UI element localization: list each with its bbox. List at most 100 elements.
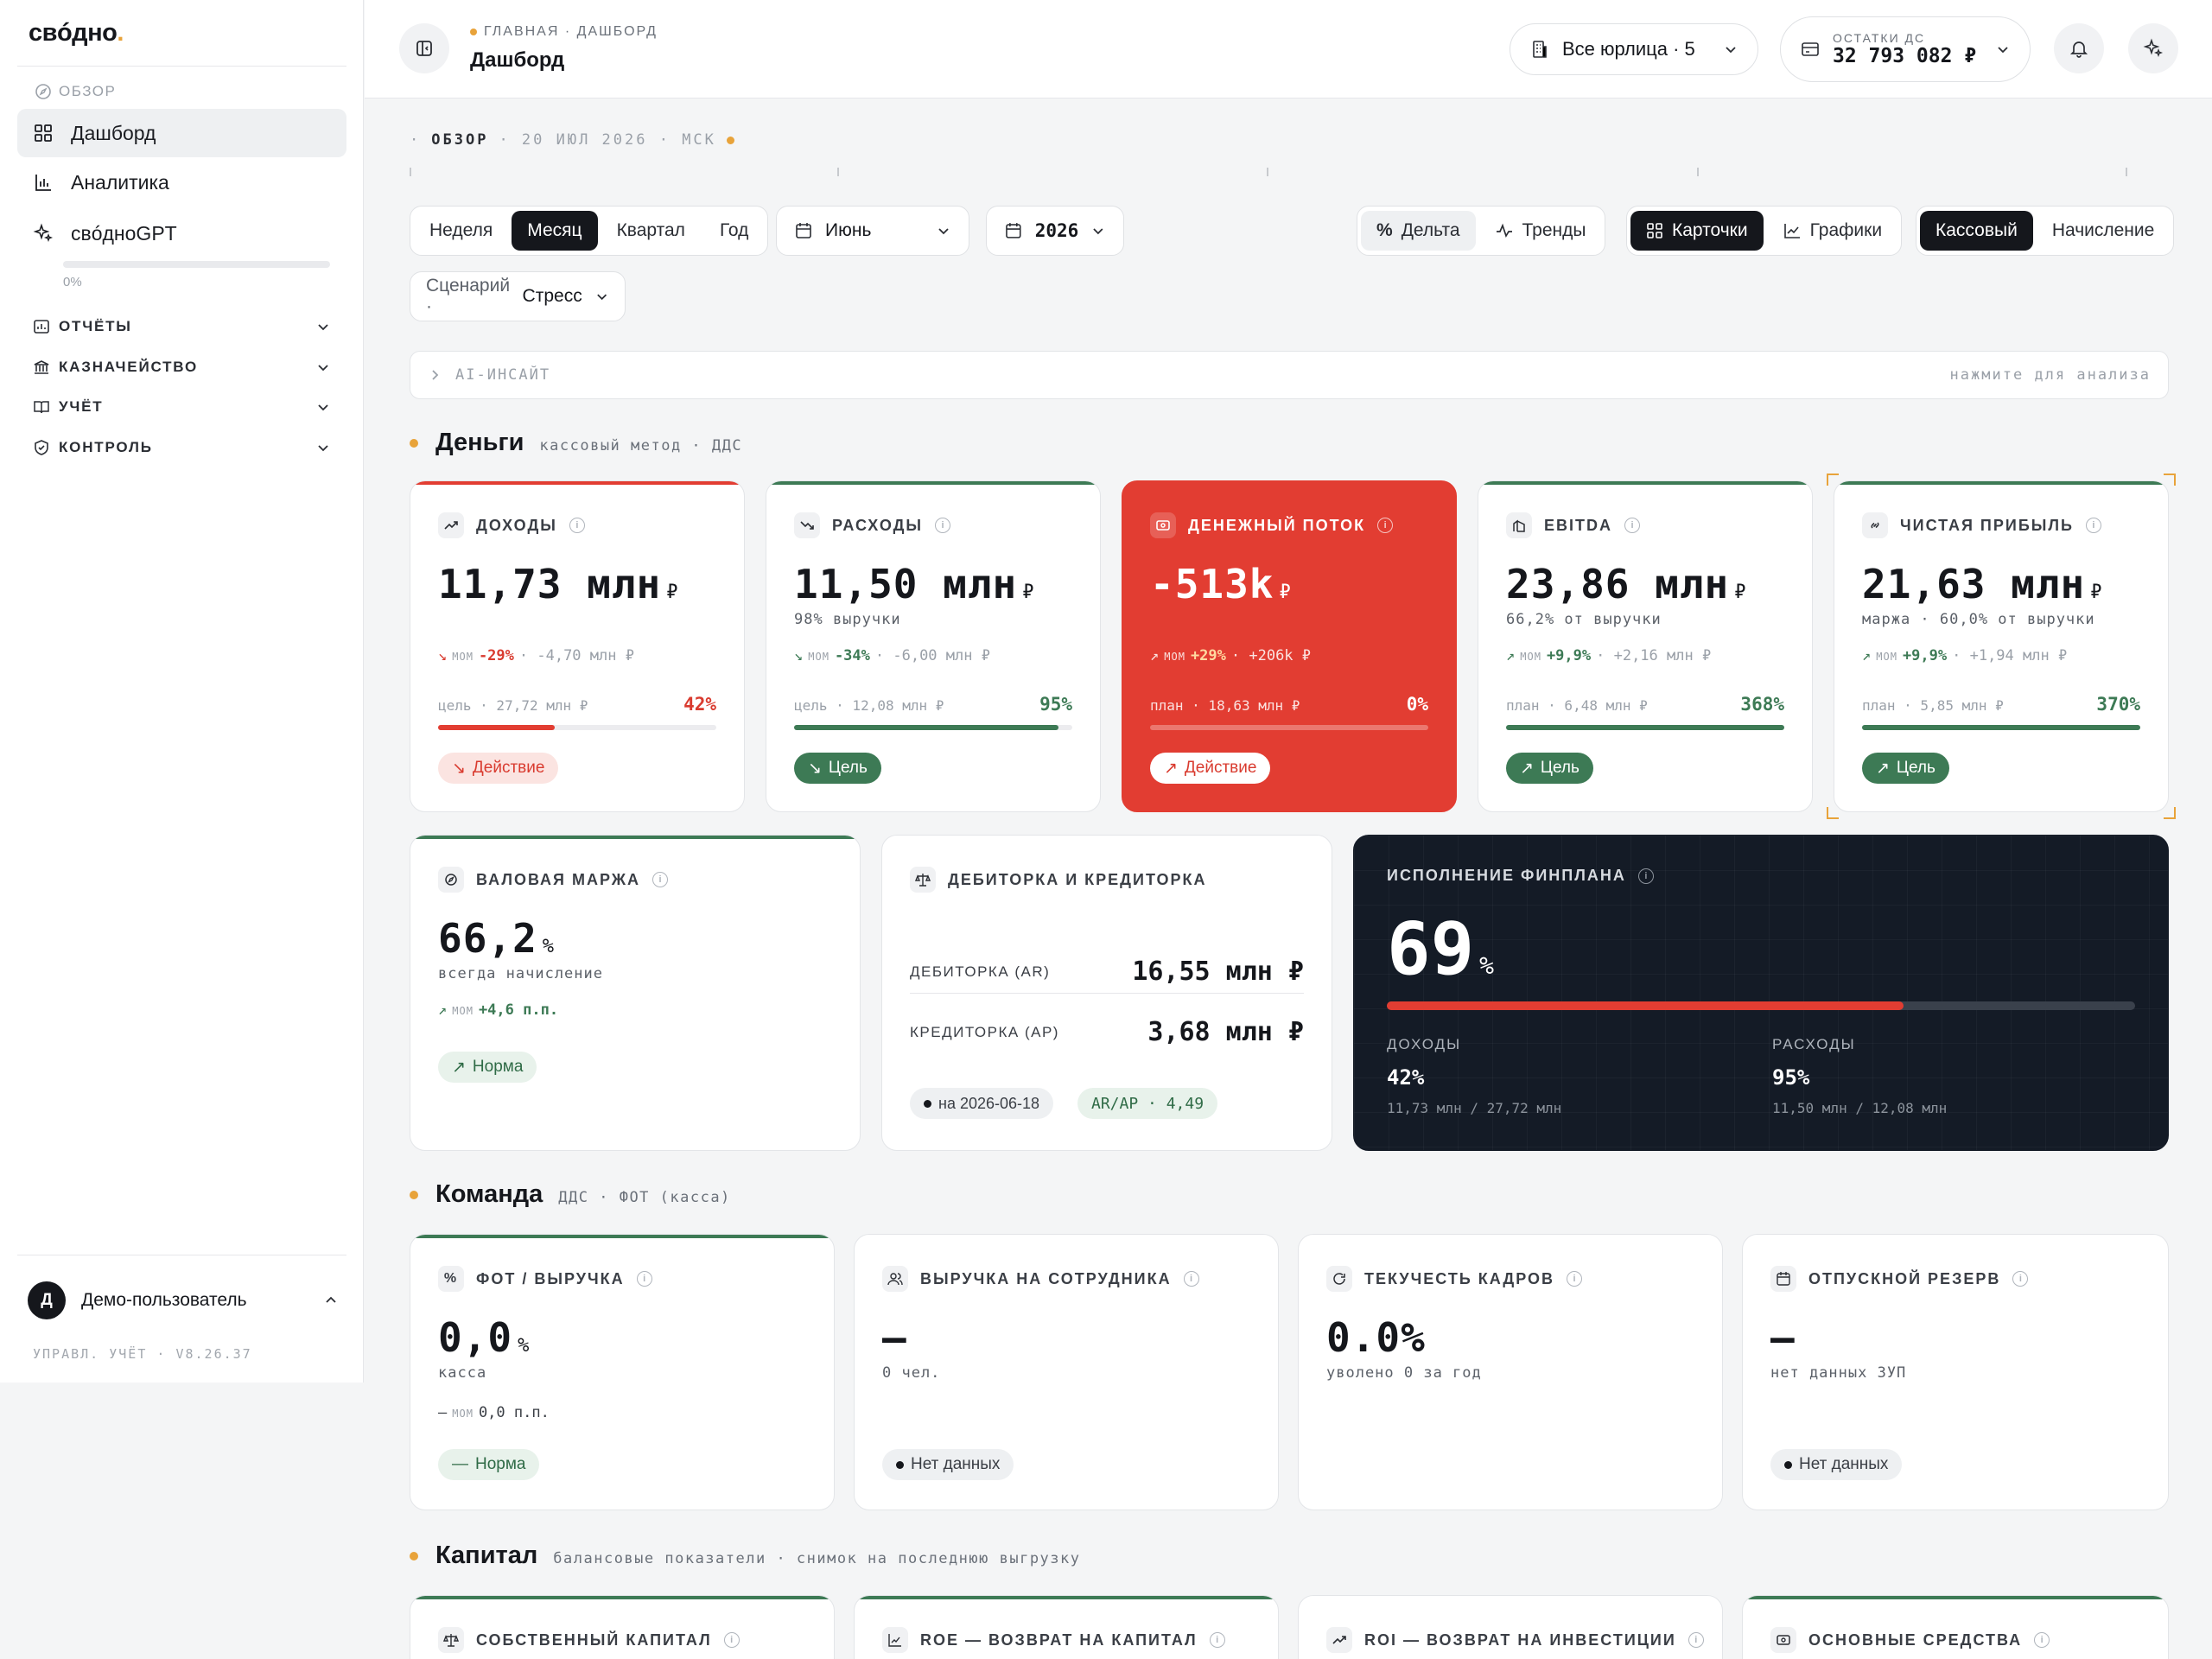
banknote-icon [1150, 512, 1176, 538]
card-accent-bar [766, 481, 1100, 485]
ap-label: КРЕДИТОРКА (AP) [910, 1023, 1059, 1040]
info-icon[interactable]: i [636, 1271, 652, 1287]
sidebar-group-accounting[interactable]: УЧЁТ [33, 392, 331, 422]
info-icon[interactable]: i [1377, 518, 1394, 533]
year-select[interactable]: 2026 [986, 206, 1124, 256]
info-icon[interactable]: i [723, 1632, 740, 1648]
reports-icon [34, 320, 49, 334]
display-mode-segmented: Карточки Графики [1626, 206, 1903, 256]
kpi-card-fixed-assets[interactable]: ОСНОВНЫЕ СРЕДСТВА i [1742, 1595, 2169, 1659]
kpi-card-vacation-reserve[interactable]: ОТПУСКНОЙ РЕЗЕРВ i — нет данных ЗУП Нет д… [1742, 1234, 2169, 1510]
action-badge[interactable]: ↘ Действие [438, 753, 559, 784]
info-icon[interactable]: i [2034, 1632, 2050, 1648]
info-icon[interactable]: i [1209, 1632, 1225, 1648]
plan-income-detail: 11,73 млн / 27,72 млн [1387, 1100, 1562, 1116]
kpi-card-ar-ap[interactable]: ДЕБИТОРКА И КРЕДИТОРКА ДЕБИТОРКА (AR) 16… [881, 835, 1332, 1151]
card-accent-bar [410, 1235, 834, 1238]
norm-badge[interactable]: ↗ Норма [438, 1052, 537, 1083]
kpi-card-equity[interactable]: СОБСТВЕННЫЙ КАПИТАЛ i [410, 1595, 835, 1659]
info-icon[interactable]: i [1567, 1271, 1583, 1287]
kpi-card-expenses[interactable]: РАСХОДЫ i 11,50 млн ₽ 98% выручки ↘ MOM -34%… [766, 480, 1101, 812]
sidebar-toggle-button[interactable] [399, 23, 449, 73]
pulse-icon [1496, 223, 1512, 238]
arrow-down-icon: ↘ [438, 647, 448, 664]
info-icon[interactable]: i [1624, 518, 1640, 533]
kpi-card-cashflow[interactable]: ДЕНЕЖНЫЙ ПОТОК i -513k ₽ ↗ MOM +29% · +206k ₽… [1122, 480, 1457, 812]
chevron-down-icon [938, 228, 949, 235]
ai-insight-bar[interactable]: AI-ИНСАЙТ нажмите для анализа [410, 351, 2169, 399]
info-icon[interactable]: i [652, 872, 669, 887]
info-icon[interactable]: i [1637, 868, 1654, 884]
period-quarter[interactable]: Квартал [616, 220, 685, 240]
goal-badge[interactable]: ↘ Цель [794, 753, 881, 784]
notifications-button[interactable] [2054, 23, 2104, 73]
scenario-select[interactable]: Сценарий · Стресс [410, 271, 626, 321]
sidebar-item-analytics[interactable]: Аналитика [17, 158, 346, 207]
card-goal: цель · 27,72 млн ₽42% [438, 694, 716, 715]
kpi-card-plan-execution[interactable]: ИСПОЛНЕНИЕ ФИНПЛАНА i 69% ДОХОДЫ 42% 11,7… [1353, 835, 2169, 1151]
logo[interactable]: свóдно. [29, 19, 124, 48]
period-month[interactable]: Месяц [512, 211, 598, 251]
timeline-ticks [410, 168, 2169, 178]
kpi-card-revenue-per-employee[interactable]: ВЫРУЧКА НА СОТРУДНИКА i — 0 чел. Нет данн… [854, 1234, 1279, 1510]
goal-badge[interactable]: ↗ Цель [1862, 753, 1949, 784]
bar-chart-icon [35, 175, 51, 191]
view-trends[interactable]: Тренды [1479, 211, 1602, 251]
kpi-card-gross-margin[interactable]: ВАЛОВАЯ МАРЖА i 66,2% всегда начисление ↗… [410, 835, 861, 1151]
sidebar: свóдно. ОБЗОР Дашборд Аналитика свóдноGP… [0, 0, 364, 1382]
plan-expense-label: РАСХОДЫ [1772, 1036, 1856, 1052]
kpi-card-ebitda[interactable]: EBITDA i 23,86 млн ₽ 66,2% от выручки ↗ MOM… [1478, 480, 1813, 812]
kpi-card-turnover[interactable]: ТЕКУЧЕСТЬ КАДРОВ i 0.0% уволено 0 за год [1298, 1234, 1723, 1510]
card-mom: ↗ MOM +29% · +206k ₽ [1150, 647, 1312, 664]
sidebar-group-reports[interactable]: ОТЧЁТЫ [33, 312, 331, 341]
method-cash[interactable]: Кассовый [1920, 211, 2033, 251]
sidebar-item-label: Аналитика [71, 170, 169, 194]
sidebar-group-treasury[interactable]: КАЗНАЧЕЙСТВО [33, 353, 331, 382]
balance-widget[interactable]: ОСТАТКИ ДС 32 793 082 ₽ [1780, 16, 2031, 82]
kpi-card-roi[interactable]: ROI — ВОЗВРАТ НА ИНВЕСТИЦИИ i [1298, 1595, 1723, 1659]
chevron-down-icon [318, 445, 328, 452]
sidebar-item-gpt[interactable]: свóдноGPT [17, 209, 346, 257]
goal-badge[interactable]: ↗ Цель [1506, 753, 1593, 784]
entity-select[interactable]: Все юрлица · 5 [1510, 23, 1758, 75]
ar-row: ДЕБИТОРКА (AR) 16,55 млн ₽ [910, 957, 1304, 987]
section-dot [410, 438, 418, 448]
calendar-icon [796, 223, 811, 238]
compass-icon [35, 84, 51, 99]
card-mom: ↗ MOM +4,6 п.п. [438, 1001, 559, 1019]
period-week[interactable]: Неделя [429, 220, 493, 240]
card-title: ДОХОДЫ i [438, 512, 585, 538]
app-version: УПРАВЛ. УЧЁТ · V8.26.37 [33, 1346, 252, 1362]
kpi-card-payroll-ratio[interactable]: % ФОТ / ВЫРУЧКА i 0,0% касса — MOM 0,0 п.п.… [410, 1234, 835, 1510]
action-badge[interactable]: ↗ Действие [1150, 753, 1271, 784]
view-delta[interactable]: % Дельта [1361, 211, 1476, 251]
card-accent-bar [855, 1596, 1278, 1599]
card-title: ROI — ВОЗВРАТ НА ИНВЕСТИЦИИ i [1326, 1627, 1704, 1653]
building-icon [1506, 512, 1532, 538]
info-icon[interactable]: i [1183, 1271, 1199, 1287]
user-menu[interactable]: Д Демо-пользователь [28, 1281, 339, 1320]
info-icon[interactable]: i [1688, 1632, 1704, 1648]
sidebar-group-control[interactable]: КОНТРОЛЬ [33, 433, 331, 462]
sidebar-item-dashboard[interactable]: Дашборд [17, 109, 346, 157]
arrow-up-icon: ↗ [1506, 647, 1516, 664]
ai-assistant-button[interactable] [2128, 23, 2178, 73]
info-icon[interactable]: i [935, 518, 951, 533]
period-year[interactable]: Год [719, 220, 749, 240]
info-icon[interactable]: i [569, 518, 585, 533]
display-cards[interactable]: Карточки [1630, 211, 1764, 251]
card-subtitle: касса [438, 1364, 487, 1382]
norm-badge[interactable]: — Норма [438, 1449, 540, 1480]
kpi-card-roe[interactable]: ROE — ВОЗВРАТ НА КАПИТАЛ i [854, 1595, 1279, 1659]
display-charts[interactable]: Графики [1767, 211, 1897, 251]
method-accrual[interactable]: Начисление [2051, 220, 2155, 240]
info-icon[interactable]: i [2012, 1271, 2029, 1287]
kpi-card-net-profit[interactable]: ЧИСТАЯ ПРИБЫЛЬ i 21,63 млн ₽ маржа · 60,0%… [1834, 480, 2169, 812]
month-select[interactable]: Июнь [776, 206, 969, 256]
info-icon[interactable]: i [2085, 518, 2101, 533]
plan-income-pct: 42% [1387, 1065, 1425, 1090]
chevron-down-icon [1998, 47, 2008, 54]
dash-icon: — [438, 1404, 448, 1421]
percent-icon: % [1376, 220, 1393, 240]
kpi-card-income[interactable]: ДОХОДЫ i 11,73 млн ₽ ↘ MOM -29% · -4,70 млн ₽… [410, 480, 745, 812]
